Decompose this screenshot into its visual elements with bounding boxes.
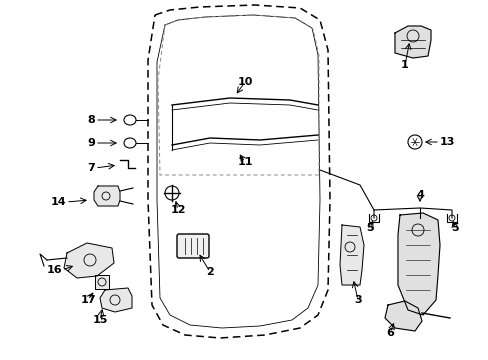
Polygon shape bbox=[384, 301, 421, 331]
Text: 2: 2 bbox=[206, 267, 213, 277]
Text: 5: 5 bbox=[450, 223, 458, 233]
Polygon shape bbox=[394, 26, 430, 58]
Polygon shape bbox=[94, 186, 120, 206]
Polygon shape bbox=[397, 213, 439, 315]
Text: 6: 6 bbox=[385, 328, 393, 338]
Polygon shape bbox=[95, 275, 109, 289]
Text: 10: 10 bbox=[237, 77, 252, 87]
Text: 11: 11 bbox=[237, 157, 252, 167]
Text: 14: 14 bbox=[50, 197, 66, 207]
Text: 4: 4 bbox=[415, 190, 423, 200]
Text: 7: 7 bbox=[87, 163, 95, 173]
Text: 13: 13 bbox=[439, 137, 454, 147]
Text: 15: 15 bbox=[92, 315, 107, 325]
Polygon shape bbox=[64, 243, 114, 278]
Polygon shape bbox=[100, 288, 132, 312]
Text: 16: 16 bbox=[46, 265, 62, 275]
Polygon shape bbox=[339, 225, 363, 285]
Text: 9: 9 bbox=[87, 138, 95, 148]
Text: 12: 12 bbox=[170, 205, 185, 215]
Text: 1: 1 bbox=[400, 60, 408, 70]
Text: 5: 5 bbox=[366, 223, 373, 233]
FancyBboxPatch shape bbox=[177, 234, 208, 258]
Text: 17: 17 bbox=[80, 295, 96, 305]
Text: 8: 8 bbox=[87, 115, 95, 125]
Text: 3: 3 bbox=[353, 295, 361, 305]
